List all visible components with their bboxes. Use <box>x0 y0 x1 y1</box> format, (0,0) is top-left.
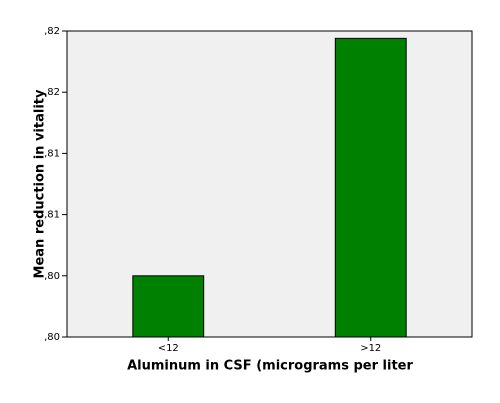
y-tick-label: ,81 <box>44 148 60 159</box>
y-tick-label: ,81 <box>44 210 60 221</box>
plot-area <box>66 30 473 338</box>
y-tick-label: ,82 <box>44 26 60 37</box>
y-tick-label: ,82 <box>44 87 60 98</box>
bar <box>334 37 407 338</box>
y-tick-label: ,80 <box>44 271 60 282</box>
y-tick-label: ,80 <box>44 332 60 343</box>
x-axis-title: Aluminum in CSF (micrograms per liter <box>127 359 413 374</box>
x-tick-label: >12 <box>360 343 381 354</box>
bar <box>132 275 205 338</box>
y-axis-title: Mean reduction in vitality <box>33 89 48 278</box>
x-tick-label: <12 <box>158 343 179 354</box>
